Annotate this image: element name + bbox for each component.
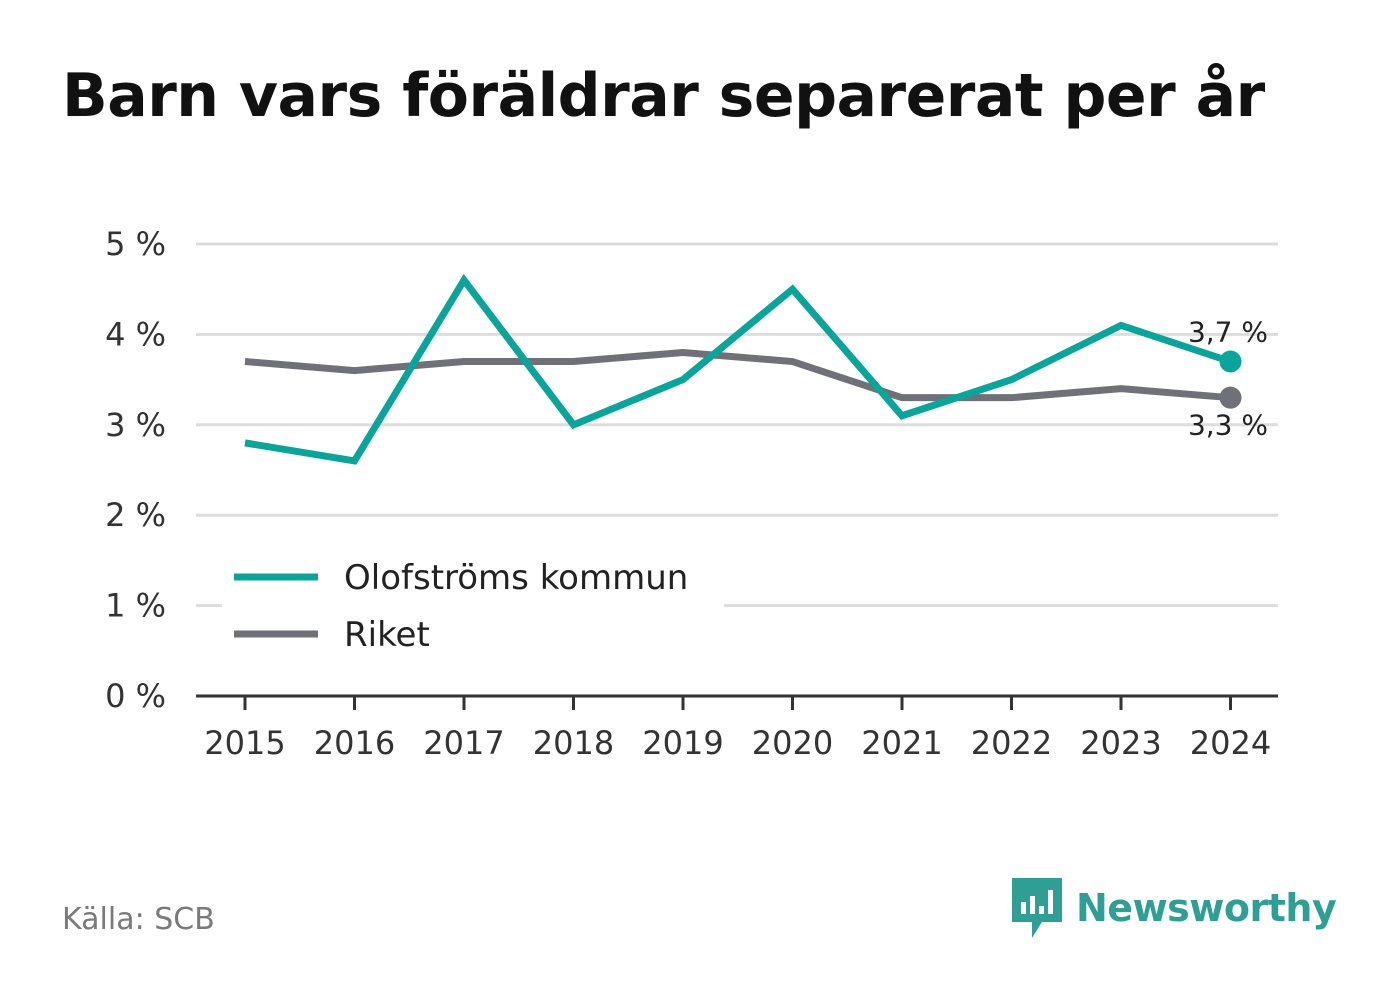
y-tick-label: 4 % bbox=[105, 315, 166, 353]
chart-title: Barn vars föräldrar separerat per år bbox=[62, 61, 1265, 131]
end-value-label: 3,7 % bbox=[1188, 316, 1268, 349]
y-tick-label: 1 % bbox=[105, 587, 166, 625]
legend: Olofströms kommun Riket bbox=[222, 545, 724, 665]
legend-label: Riket bbox=[344, 615, 430, 655]
legend-label: Olofströms kommun bbox=[344, 558, 688, 598]
y-tick-label: 5 % bbox=[105, 225, 166, 263]
x-tick-label: 2020 bbox=[752, 724, 833, 762]
newsworthy-logo-icon bbox=[1012, 878, 1062, 938]
x-tick-label: 2024 bbox=[1190, 724, 1271, 762]
x-tick-label: 2021 bbox=[861, 724, 942, 762]
x-tick-label: 2022 bbox=[971, 724, 1052, 762]
x-axis: 2015 2016 2017 2018 2019 2020 2021 2022 2023 2024 bbox=[196, 694, 1278, 762]
series-line bbox=[244, 273, 1232, 465]
x-tick-label: 2023 bbox=[1080, 724, 1161, 762]
legend-background bbox=[222, 545, 724, 665]
source-note: Källa: SCB bbox=[62, 902, 215, 937]
y-tick-label: 0 % bbox=[105, 677, 166, 715]
y-tick-label: 3 % bbox=[105, 406, 166, 444]
end-value-label: 3,3 % bbox=[1188, 409, 1268, 442]
end-markers: 3,7 % 3,3 % bbox=[1188, 316, 1268, 442]
x-tick-label: 2017 bbox=[423, 724, 504, 762]
brand-name: Newsworthy bbox=[1076, 886, 1337, 930]
x-tick-label: 2018 bbox=[533, 724, 614, 762]
end-point-marker bbox=[1219, 350, 1242, 373]
end-point-marker bbox=[1219, 386, 1242, 409]
x-tick-label: 2015 bbox=[204, 724, 285, 762]
x-tick-label: 2019 bbox=[642, 724, 723, 762]
y-tick-label: 2 % bbox=[105, 496, 166, 534]
y-axis-ticks: 0 % 1 % 2 % 3 % 4 % 5 % bbox=[105, 225, 166, 715]
series-lines bbox=[244, 273, 1232, 465]
brand-logo: Newsworthy bbox=[1012, 878, 1337, 938]
series-line bbox=[244, 348, 1231, 402]
x-tick-label: 2016 bbox=[314, 724, 395, 762]
